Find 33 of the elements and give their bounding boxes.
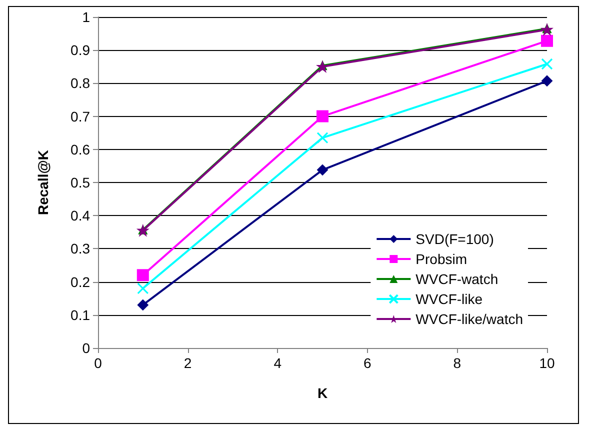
x-tick-label: 2 bbox=[184, 355, 192, 371]
y-tick-label: 0.9 bbox=[70, 42, 90, 58]
point bbox=[137, 282, 149, 294]
point bbox=[137, 299, 148, 310]
legend-label: WVCF-watch bbox=[416, 271, 498, 287]
legend-label: SVD(F=100) bbox=[416, 231, 494, 247]
y-tick-label: 0.5 bbox=[70, 174, 90, 190]
y-tick-label: 0.3 bbox=[70, 240, 90, 257]
y-tick-label: 1 bbox=[82, 9, 90, 25]
point bbox=[317, 164, 328, 176]
y-tick-label: 0.6 bbox=[70, 141, 90, 158]
point bbox=[541, 58, 553, 70]
y-tick-label: 0 bbox=[82, 340, 90, 356]
point bbox=[316, 110, 328, 122]
y-tick-label: 0.7 bbox=[70, 108, 90, 124]
x-tick-label: 6 bbox=[364, 355, 372, 371]
y-tick-label: 0.4 bbox=[70, 208, 90, 224]
y-tick-label: 0.8 bbox=[70, 75, 90, 92]
x-axis-title: K bbox=[317, 385, 328, 401]
y-tick-label: 0.1 bbox=[70, 306, 90, 323]
legend-label: WVCF-like bbox=[416, 291, 483, 307]
y-tick-label: 0.2 bbox=[70, 274, 90, 290]
x-tick-label: 4 bbox=[274, 355, 282, 371]
point bbox=[541, 34, 553, 47]
x-tick-label: 8 bbox=[453, 355, 462, 371]
x-tick-label: 0 bbox=[94, 355, 102, 371]
y-axis-title: Recall@K bbox=[35, 150, 51, 216]
legend-label: Probsim bbox=[416, 251, 468, 267]
point bbox=[316, 132, 328, 144]
point bbox=[136, 269, 149, 282]
point bbox=[542, 75, 552, 86]
x-tick-label: 10 bbox=[539, 355, 555, 371]
legend-label: WVCF-like/watch bbox=[416, 311, 524, 327]
